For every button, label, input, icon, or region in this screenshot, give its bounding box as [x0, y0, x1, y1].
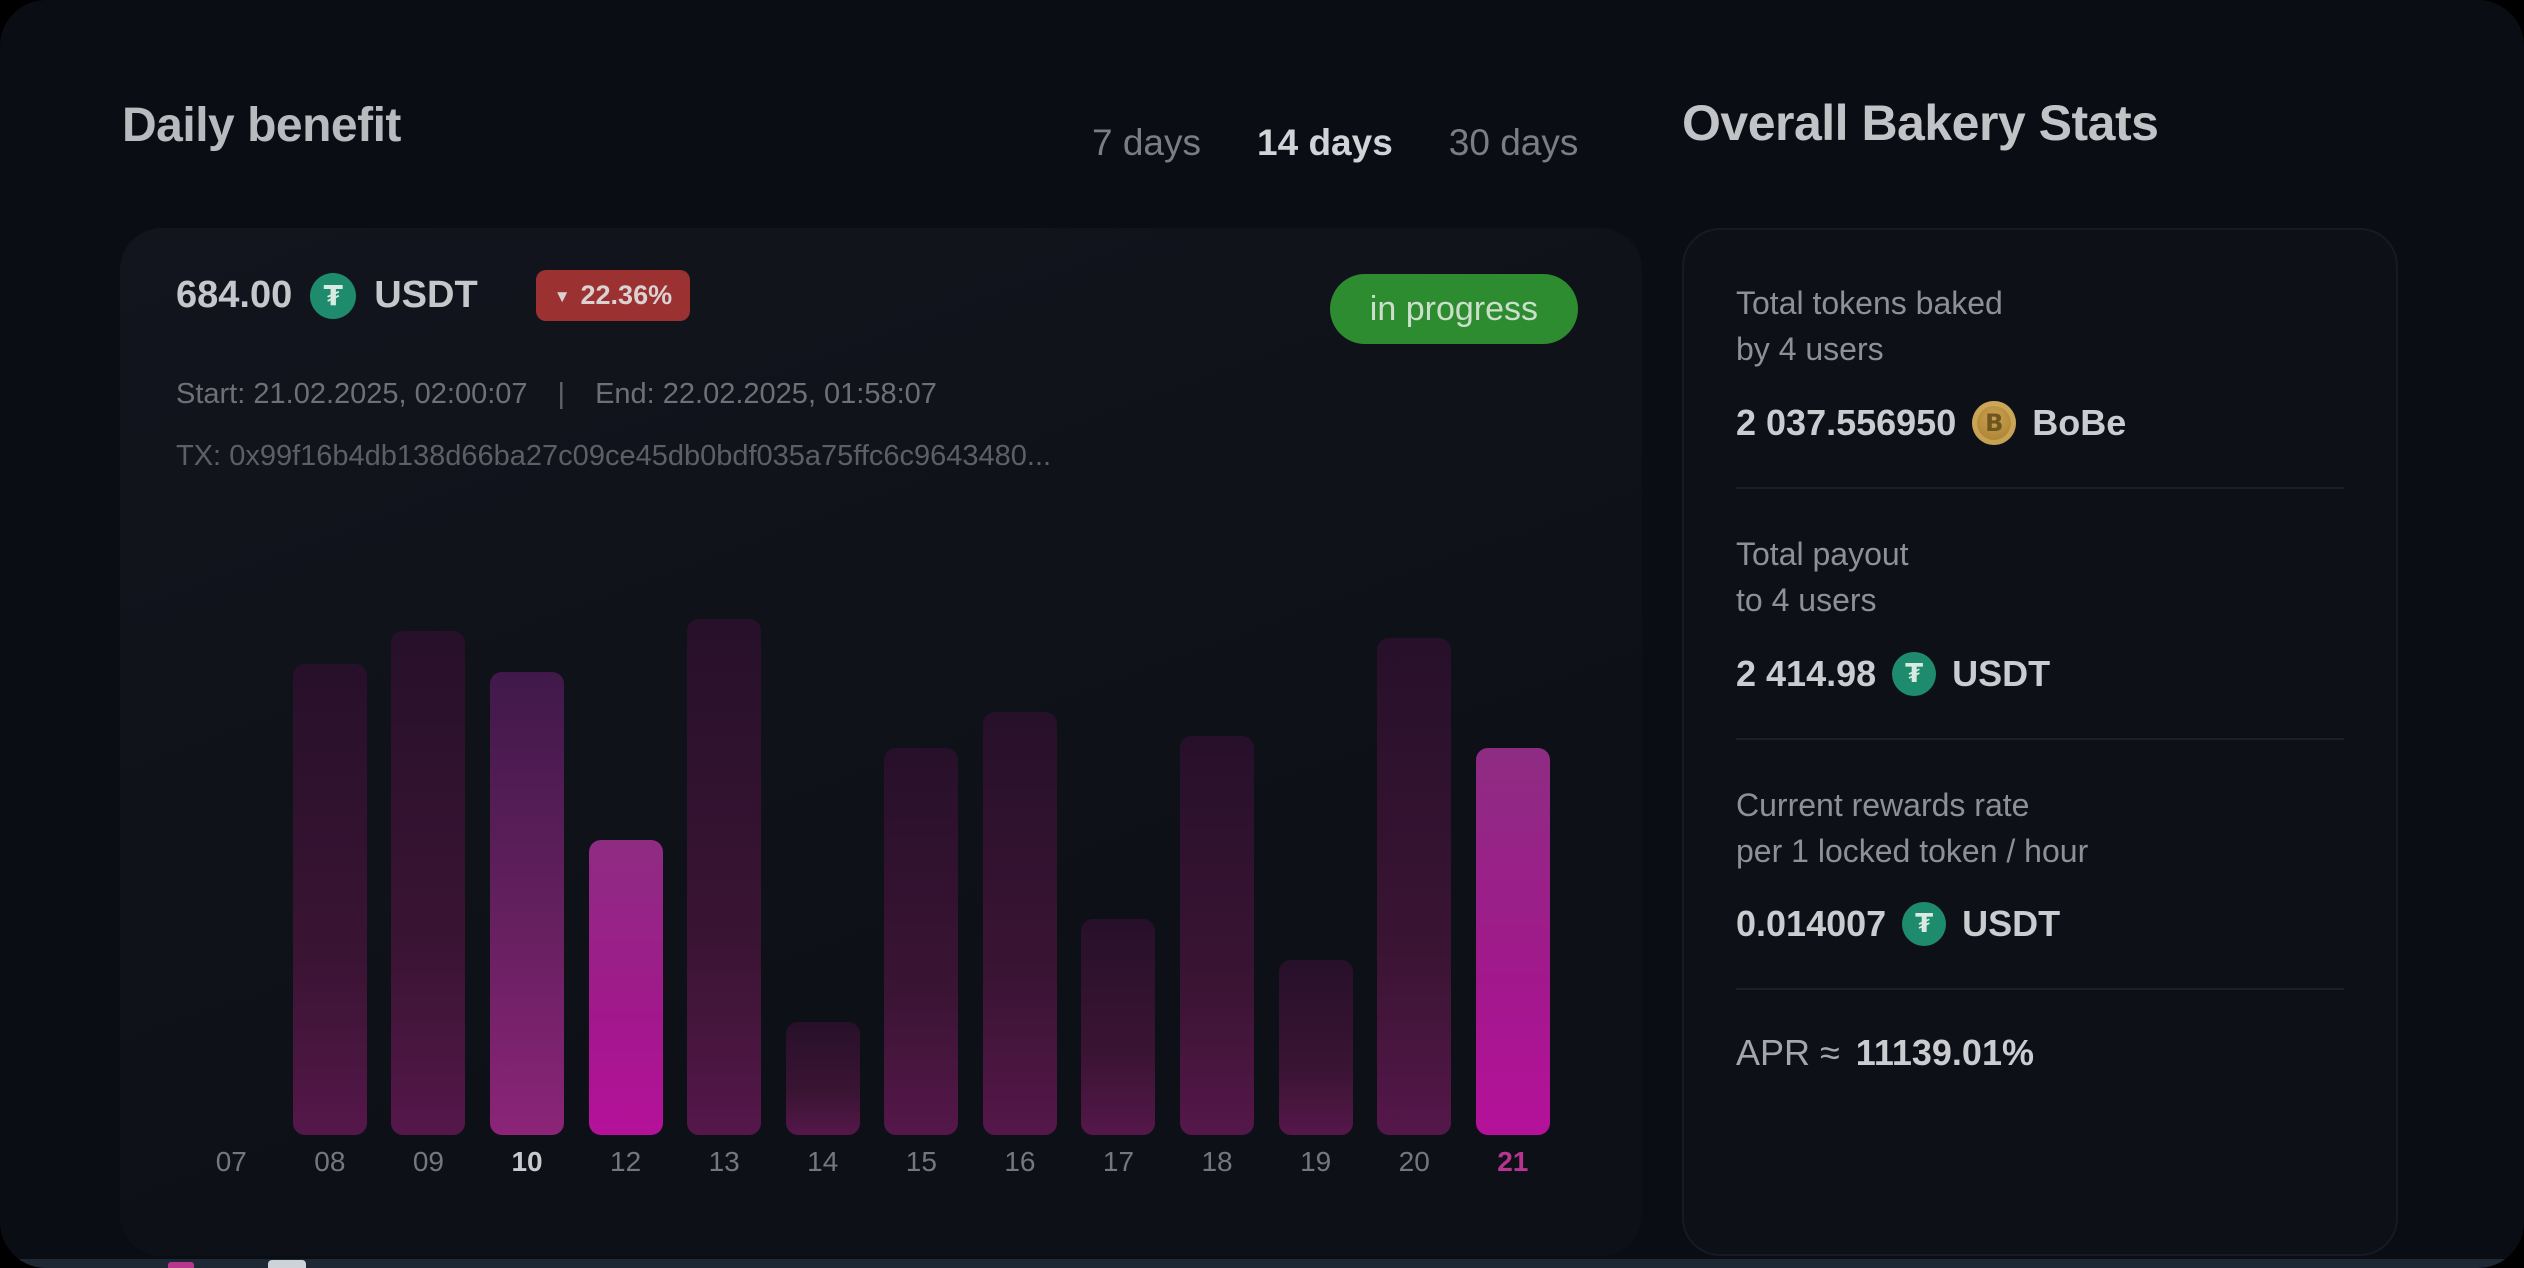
stat-rewards-rate: Current rewards rate per 1 locked token …	[1736, 782, 2344, 947]
bar-day-13[interactable]	[687, 619, 762, 1135]
daily-benefit-card: 684.00 ₮ USDT ▼ 22.36% in progress Start…	[120, 228, 1642, 1256]
x-label-21: 21	[1497, 1146, 1529, 1177]
tx-value: 0x99f16b4db138d66ba27c09ce45db0bdf035a75…	[229, 440, 1052, 472]
overall-stats-panel: Total tokens baked by 4 users 2 037.5569…	[1682, 228, 2398, 1256]
stats-panel-title: Overall Bakery Stats	[1682, 95, 2159, 151]
change-badge: ▼ 22.36%	[535, 270, 691, 321]
total-baked-value: 2 037.556950	[1736, 401, 1957, 443]
bar-plot	[182, 586, 1562, 1135]
bar-day-18[interactable]	[1180, 736, 1255, 1135]
stat-total-baked: Total tokens baked by 4 users 2 037.5569…	[1736, 280, 2344, 445]
total-baked-unit: BoBe	[2032, 401, 2127, 443]
total-payout-unit: USDT	[1952, 652, 2051, 694]
status-badge: in progress	[1329, 274, 1578, 344]
x-label-10: 10	[511, 1146, 543, 1177]
bar-slot-17	[1069, 586, 1168, 1135]
x-label-08: 08	[314, 1146, 346, 1177]
bobe-icon: B	[1972, 400, 2017, 445]
start-value: 21.02.2025, 02:00:07	[253, 378, 528, 410]
x-label-09: 09	[412, 1146, 445, 1177]
bar-day-20[interactable]	[1377, 638, 1452, 1135]
page-title: Daily benefit	[122, 99, 401, 152]
bar-slot-14	[773, 586, 872, 1135]
x-label-19: 19	[1300, 1146, 1332, 1177]
bar-day-14[interactable]	[785, 1022, 860, 1135]
rewards-rate-value: 0.014007	[1736, 903, 1887, 945]
x-label-17: 17	[1102, 1146, 1135, 1177]
bar-slot-13	[675, 586, 774, 1135]
bar-slot-18	[1168, 586, 1267, 1135]
tx-label: TX:	[176, 440, 222, 472]
stat-label-line: by 4 users	[1736, 331, 1884, 368]
tether-icon: ₮	[1892, 651, 1937, 696]
arrow-down-icon: ▼	[553, 286, 571, 306]
stat-label-line: to 4 users	[1736, 582, 1877, 619]
tab-30-days[interactable]: 30 days	[1448, 122, 1579, 163]
benefit-header: 684.00 ₮ USDT ▼ 22.36%	[176, 270, 691, 321]
stat-label-line: Total payout	[1736, 535, 1909, 572]
bar-slot-12	[576, 586, 675, 1135]
bottom-cutoff-strip	[0, 1259, 2524, 1268]
stat-label-line: Current rewards rate	[1736, 786, 2030, 823]
end-label: End:	[595, 378, 655, 410]
x-label-18: 18	[1201, 1146, 1233, 1177]
tab-14-days[interactable]: 14 days	[1257, 122, 1393, 163]
end-value: 22.02.2025, 01:58:07	[662, 378, 937, 410]
benefit-amount: 684.00	[176, 274, 293, 316]
x-label-16: 16	[1004, 1146, 1036, 1177]
bar-day-15[interactable]	[884, 748, 959, 1135]
total-payout-value: 2 414.98	[1736, 652, 1877, 694]
bar-slot-20	[1365, 586, 1464, 1135]
change-value: 22.36%	[580, 280, 673, 310]
apr-row: APR ≈ 11139.01%	[1736, 1032, 2344, 1074]
x-label-07: 07	[215, 1146, 247, 1177]
stat-label-line: Total tokens baked	[1736, 285, 2003, 321]
tether-icon: ₮	[1902, 902, 1947, 947]
bar-day-16[interactable]	[982, 712, 1057, 1135]
tether-icon: ₮	[310, 272, 357, 319]
x-label-12: 12	[610, 1146, 642, 1177]
bottom-cutoff-item	[268, 1260, 306, 1268]
bar-day-21[interactable]	[1475, 748, 1550, 1135]
bar-slot-09	[379, 586, 478, 1135]
bottom-cutoff-item	[168, 1262, 194, 1268]
bar-slot-08	[281, 586, 380, 1135]
bar-slot-21	[1464, 586, 1563, 1135]
period-dates: Start: 21.02.2025, 02:00:07 | End: 22.02…	[176, 378, 937, 411]
benefit-currency: USDT	[374, 274, 478, 316]
bar-day-10[interactable]	[490, 672, 565, 1135]
divider	[1736, 988, 2344, 991]
bar-day-09[interactable]	[391, 631, 466, 1135]
apr-label: APR ≈	[1736, 1032, 1840, 1074]
x-axis-labels: 07 08 09 10 12 13 14 15 16 17 18 19 20 21	[182, 1146, 1562, 1178]
x-label-13: 13	[708, 1146, 740, 1177]
bar-slot-19	[1266, 586, 1365, 1135]
x-label-15: 15	[905, 1146, 937, 1177]
dates-separator: |	[557, 378, 566, 410]
apr-value: 11139.01%	[1855, 1032, 2034, 1074]
x-label-20: 20	[1398, 1146, 1430, 1177]
bar-day-19[interactable]	[1278, 960, 1353, 1135]
period-tabs: 7 days 14 days 30 days	[1092, 122, 1578, 164]
stat-total-payout: Total payout to 4 users 2 414.98 ₮ USDT	[1736, 531, 2344, 696]
x-label-14: 14	[807, 1146, 839, 1177]
bar-slot-15	[872, 586, 971, 1135]
bar-slot-10	[478, 586, 577, 1135]
bar-day-12[interactable]	[588, 840, 663, 1135]
rewards-rate-unit: USDT	[1962, 903, 2061, 945]
bar-slot-07	[182, 586, 281, 1135]
bar-day-08[interactable]	[292, 664, 367, 1135]
stat-label-line: per 1 locked token / hour	[1736, 832, 2089, 869]
divider	[1736, 486, 2344, 489]
tx-hash[interactable]: TX: 0x99f16b4db138d66ba27c09ce45db0bdf03…	[176, 440, 1051, 473]
bar-slot-16	[971, 586, 1070, 1135]
bar-day-17[interactable]	[1081, 919, 1156, 1135]
divider	[1736, 737, 2344, 740]
tab-7-days[interactable]: 7 days	[1092, 122, 1202, 163]
start-label: Start:	[176, 378, 246, 410]
